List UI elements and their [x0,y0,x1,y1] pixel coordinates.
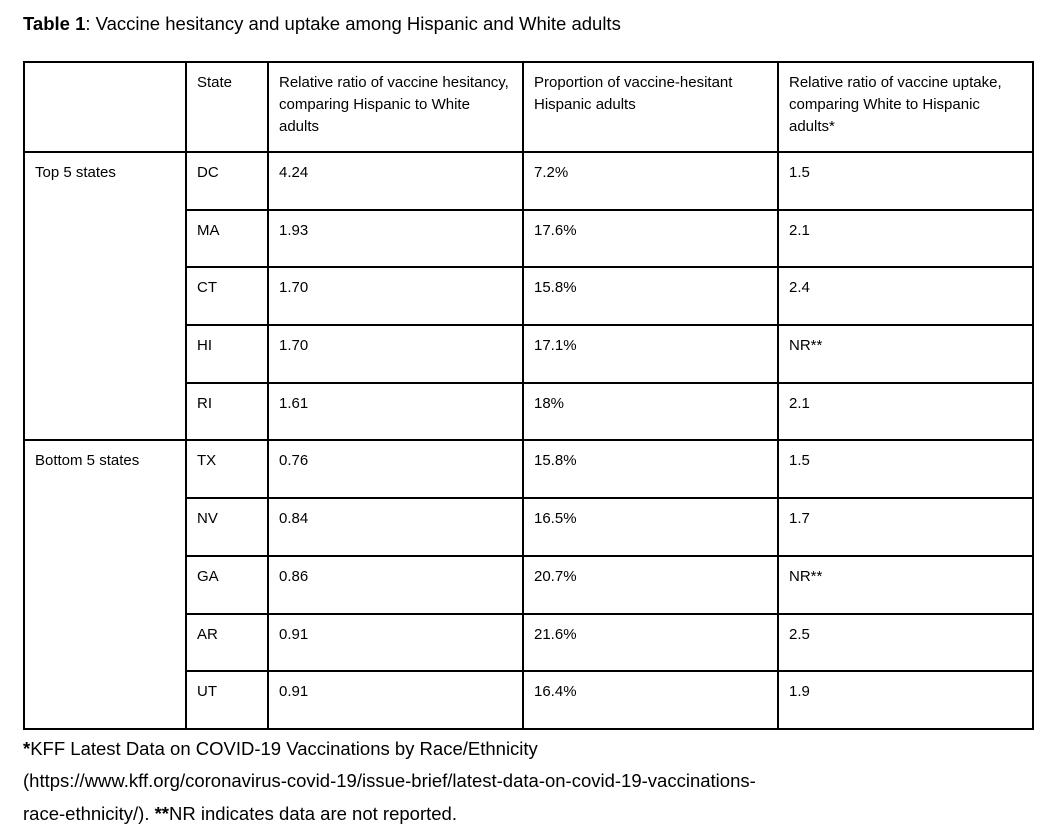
uptake-cell: NR** [777,554,1034,615]
proportion-cell: 21.6% [522,612,779,673]
uptake-cell: 1.5 [777,439,1034,500]
uptake-cell: 2.4 [777,266,1034,327]
table-row: MA 1.93 17.6% 2.1 [24,208,1034,269]
uptake-cell: 2.1 [777,381,1034,442]
table-title: Table 1: Vaccine hesitancy and uptake am… [23,12,1064,35]
state-cell: AR [185,612,269,673]
uptake-cell: 1.7 [777,497,1034,557]
uptake-cell: 1.9 [777,670,1034,730]
state-cell: GA [185,554,269,615]
table-title-number: Table 1 [23,13,86,34]
header-row: State Relative ratio of vaccine hesitanc… [23,61,1034,153]
hesitancy-cell: 0.91 [267,612,524,673]
state-cell: TX [185,439,269,500]
vaccine-hesitancy-table: State Relative ratio of vaccine hesitanc… [23,61,1034,730]
table-row: HI 1.70 17.1% NR** [24,324,1034,384]
hesitancy-cell: 1.70 [267,266,524,327]
group-cell-bottom5: Bottom 5 states [23,439,187,730]
uptake-cell: 1.5 [777,151,1034,211]
header-state: State [185,61,269,153]
hesitancy-cell: 4.24 [267,151,524,211]
proportion-cell: 18% [522,381,779,442]
hesitancy-cell: 1.61 [267,381,524,442]
header-hesitancy-ratio: Relative ratio of vaccine hesitancy, com… [267,61,524,153]
state-cell: DC [185,151,269,211]
proportion-cell: 15.8% [522,266,779,327]
footnote: *KFF Latest Data on COVID-19 Vaccination… [23,733,1043,831]
state-cell: RI [185,381,269,442]
header-empty-cell [23,61,187,153]
table-row: GA 0.86 20.7% NR** [24,554,1034,615]
hesitancy-cell: 0.76 [267,439,524,500]
hesitancy-cell: 0.86 [267,554,524,615]
state-cell: MA [185,208,269,269]
group-cell-top5: Top 5 states [23,150,187,442]
uptake-cell: 2.1 [777,208,1034,269]
hesitancy-cell: 1.93 [267,208,524,269]
hesitancy-cell: 0.91 [267,670,524,730]
footnote-double-asterisk: ** [154,802,170,824]
state-cell: HI [185,324,269,384]
state-cell: NV [185,497,269,557]
footnote-nr-text: NR indicates data are not reported. [169,802,457,824]
state-cell: CT [185,266,269,327]
footnote-url-text: (https://www.kff.org/coronavirus-covid-1… [23,770,756,792]
header-uptake-ratio: Relative ratio of vaccine uptake, compar… [777,61,1034,153]
header-hesitant-proportion: Proportion of vaccine-hesitant Hispanic … [522,61,779,153]
hesitancy-cell: 0.84 [267,497,524,557]
proportion-cell: 16.5% [522,497,779,557]
proportion-cell: 16.4% [522,670,779,730]
footnote-source-text: KFF Latest Data on COVID-19 Vaccinations… [30,737,538,759]
hesitancy-cell: 1.70 [267,324,524,384]
table-row: RI 1.61 18% 2.1 [24,381,1034,442]
table-row: Bottom 5 states TX 0.76 15.8% 1.5 [23,439,1034,730]
proportion-cell: 15.8% [522,439,779,500]
footnote-url-end: race-ethnicity/). [23,802,155,824]
table-row: AR 0.91 21.6% 2.5 [24,612,1034,673]
table-row: Top 5 states DC 4.24 7.2% 1.5 [23,150,1034,442]
proportion-cell: 7.2% [522,151,779,211]
footnote-asterisk: * [23,737,31,759]
uptake-cell: NR** [777,324,1034,384]
table-title-text: : Vaccine hesitancy and uptake among His… [85,13,621,34]
proportion-cell: 20.7% [522,554,779,615]
proportion-cell: 17.6% [522,208,779,269]
footnote-line-source: *KFF Latest Data on COVID-19 Vaccination… [23,733,1043,766]
table-row: UT 0.91 16.4% 1.9 [24,670,1034,730]
proportion-cell: 17.1% [522,324,779,384]
uptake-cell: 2.5 [777,612,1034,673]
footnote-line-nr: race-ethnicity/). **NR indicates data ar… [23,798,1043,831]
table-row: CT 1.70 15.8% 2.4 [24,266,1034,327]
footnote-line-url: (https://www.kff.org/coronavirus-covid-1… [23,765,1043,798]
table-row: NV 0.84 16.5% 1.7 [24,497,1034,557]
state-cell: UT [185,670,269,730]
